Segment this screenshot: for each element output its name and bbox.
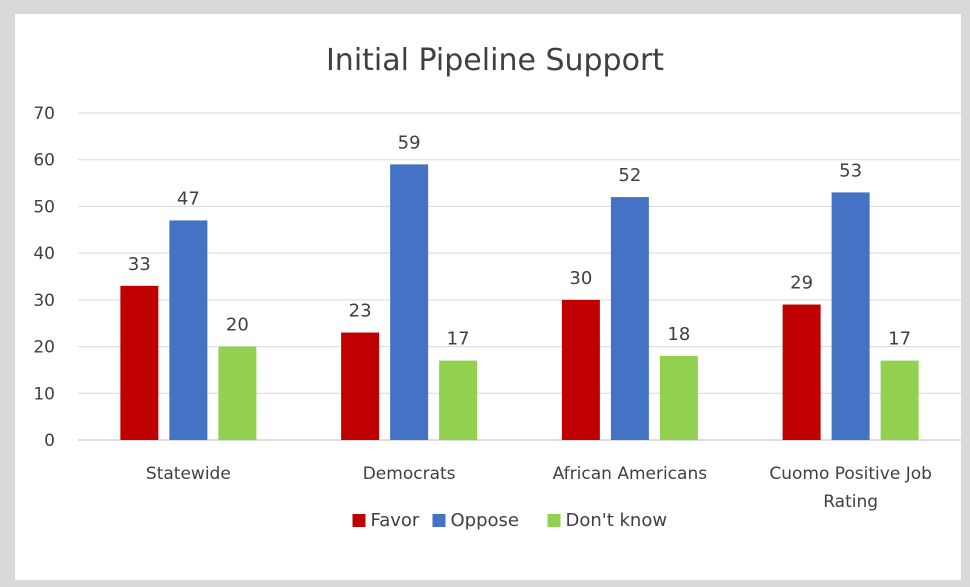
data-label: 59	[398, 132, 421, 153]
data-label: 47	[177, 188, 200, 209]
x-category-label: Cuomo Positive Job Rating	[769, 464, 932, 512]
data-label: 20	[226, 315, 249, 336]
legend-label: Oppose	[451, 510, 519, 531]
bar-favor-african-americans	[561, 299, 600, 440]
bar-favor-cuomo-positive-job-rating	[782, 304, 821, 440]
legend-swatch-favor	[352, 514, 366, 527]
y-axis-ticks: 0 10 20 30 40 50 60 70	[33, 104, 55, 451]
data-label: 17	[888, 329, 911, 350]
data-label: 52	[618, 165, 641, 186]
gridlines	[78, 112, 961, 441]
bar-oppose-statewide	[169, 220, 208, 440]
bar-oppose-african-americans	[610, 197, 649, 440]
bar-favor-democrats	[341, 332, 380, 440]
y-tick-label: 70	[33, 104, 55, 124]
data-label: 29	[790, 273, 813, 294]
bar-don-t-know-democrats	[439, 360, 478, 440]
y-tick-label: 40	[33, 244, 55, 264]
y-tick-label: 60	[33, 151, 55, 171]
bar-don-t-know-statewide	[218, 346, 257, 440]
data-label: 17	[447, 329, 470, 350]
data-label: 18	[667, 324, 690, 345]
x-axis-categories: Statewide Democrats African Americans Cuomo…	[146, 464, 932, 512]
y-tick-label: 50	[33, 197, 55, 217]
legend-swatch-don-t-know	[547, 514, 561, 527]
legend-label: Favor	[371, 510, 420, 531]
data-label: 33	[128, 254, 151, 275]
bar-favor-statewide	[120, 285, 159, 440]
x-category-label: Democrats	[363, 464, 456, 484]
legend: Favor Oppose Don't know	[352, 510, 668, 531]
bar-chart: Initial Pipeline Support 0 10 20 30 40 50 60 70…	[33, 43, 961, 531]
x-category-label: Statewide	[146, 464, 231, 484]
y-tick-label: 10	[33, 384, 55, 404]
legend-label: Don't know	[566, 510, 668, 531]
bar-oppose-cuomo-positive-job-rating	[831, 192, 870, 440]
bar-oppose-democrats	[390, 164, 429, 440]
bars	[120, 164, 919, 440]
bar-don-t-know-cuomo-positive-job-rating	[880, 360, 919, 440]
chart-title: Initial Pipeline Support	[326, 43, 664, 78]
y-tick-label: 20	[33, 338, 55, 358]
chart-area: Initial Pipeline Support 0 10 20 30 40 50 60 70…	[15, 14, 961, 580]
y-tick-label: 30	[33, 291, 55, 311]
bar-don-t-know-african-americans	[659, 355, 698, 440]
data-labels: 33 47 20 23 59 17 30 52 18 29 53 17	[128, 132, 911, 349]
x-category-label: African Americans	[553, 464, 708, 484]
data-label: 53	[839, 160, 862, 181]
data-label: 23	[349, 301, 372, 322]
legend-swatch-oppose	[432, 514, 446, 527]
data-label: 30	[569, 268, 592, 289]
y-tick-label: 0	[44, 431, 55, 451]
